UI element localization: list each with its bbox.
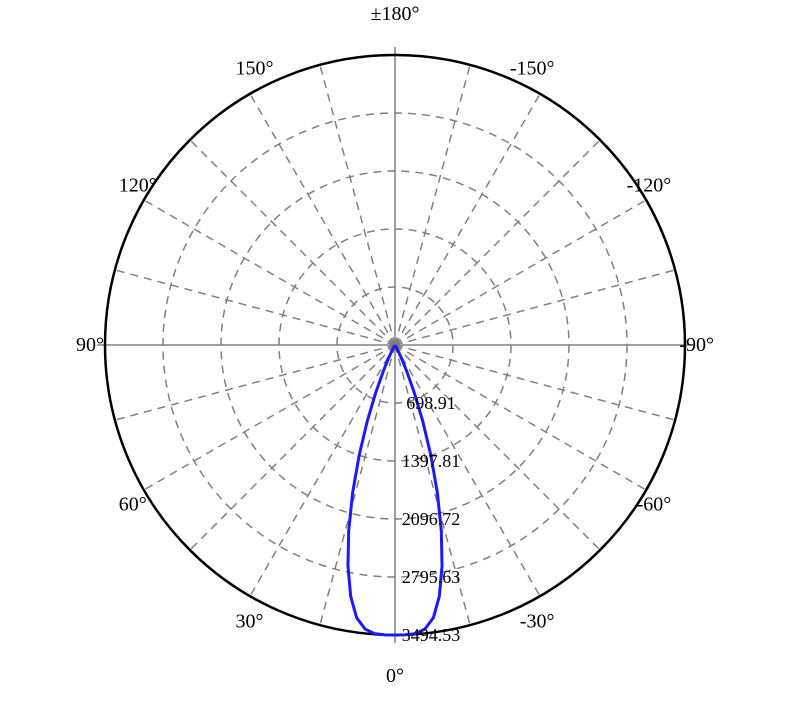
- angle-label: 90°: [76, 334, 104, 356]
- ring-label: 1397.81: [402, 451, 461, 471]
- grid-spoke: [395, 270, 675, 345]
- grid-spoke: [144, 200, 395, 345]
- ring-label: 698.91: [406, 393, 456, 413]
- angle-label: -30°: [520, 610, 555, 632]
- grid-spoke: [115, 270, 395, 345]
- grid-spoke: [250, 345, 395, 596]
- grid-spoke: [395, 65, 470, 345]
- angle-label: 60°: [119, 494, 147, 516]
- angle-label: -60°: [637, 494, 672, 516]
- grid-spoke: [250, 94, 395, 345]
- grid-spoke: [395, 94, 540, 345]
- grid-spoke: [190, 140, 395, 345]
- ring-labels: 698.91 1397.81 2096.72 2795.63 3494.53: [402, 393, 461, 645]
- ring-label: 2096.72: [402, 509, 461, 529]
- polar-chart: 698.91 1397.81 2096.72 2795.63 3494.53 0° 30°…: [0, 0, 790, 715]
- grid-spoke: [320, 65, 395, 345]
- grid-spoke: [320, 345, 395, 625]
- angle-label: -150°: [510, 58, 555, 80]
- angle-label: 30°: [236, 610, 264, 632]
- angle-label: 120°: [119, 175, 157, 197]
- grid-spoke: [395, 140, 600, 345]
- angle-label: -90°: [679, 334, 714, 356]
- grid-spoke: [190, 345, 395, 550]
- ring-label: 2795.63: [402, 567, 461, 587]
- grid-spoke: [395, 200, 646, 345]
- angle-label: -120°: [627, 175, 672, 197]
- angle-label: 0°: [386, 665, 404, 687]
- angle-label: 150°: [236, 58, 274, 80]
- angle-label: ±180°: [371, 3, 420, 25]
- grid-spoke: [115, 345, 395, 420]
- ring-label: 3494.53: [402, 625, 461, 645]
